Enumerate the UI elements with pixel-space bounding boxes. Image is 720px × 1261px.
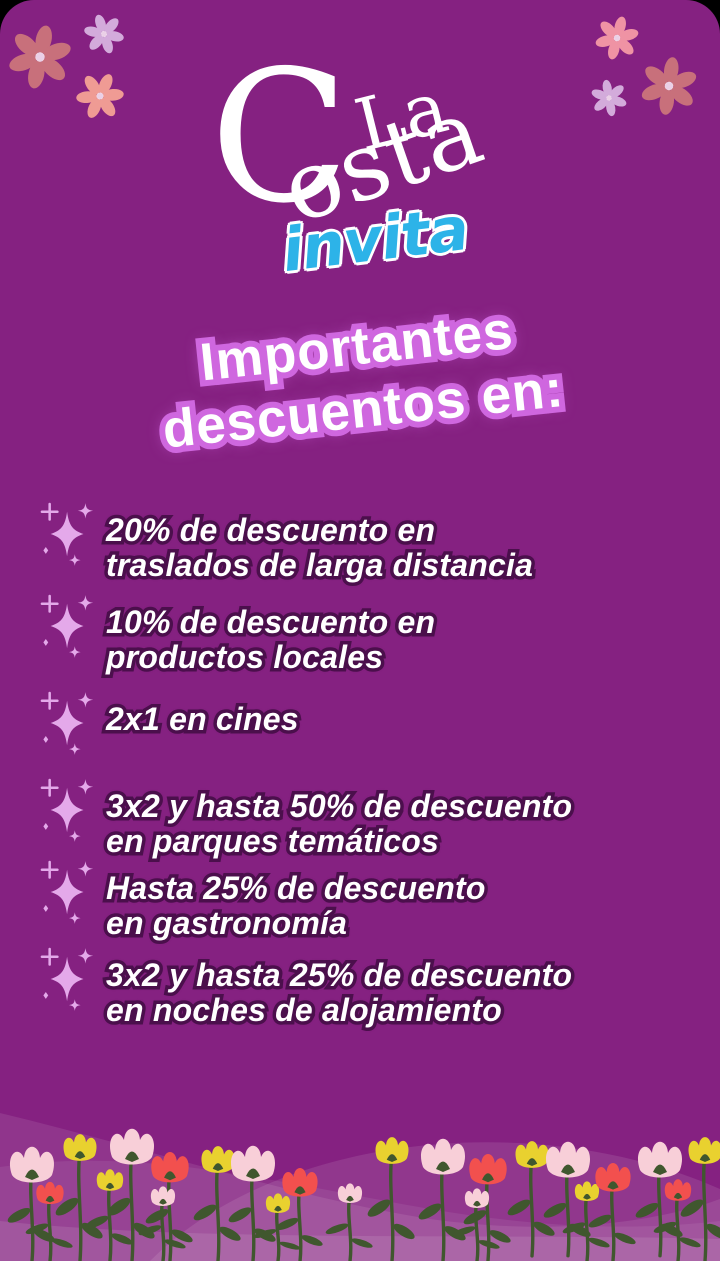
headline: Importantes descuentos en: (0, 279, 720, 479)
logo-word-la: La (347, 64, 456, 168)
discount-item: 3x2 y hasta 50% de descuento en parques … (40, 777, 690, 860)
sparkle-icon (40, 859, 95, 926)
discount-line: traslados de larga distancia (106, 548, 533, 584)
discount-line: 3x2 y hasta 25% de descuento (106, 958, 573, 994)
discount-line: 3x2 y hasta 50% de descuento (106, 789, 573, 825)
discount-line: Hasta 25% de descuento (106, 871, 486, 907)
flower-cluster-icon (587, 11, 702, 120)
discount-list: 20% de descuento en traslados de larga d… (40, 501, 690, 1029)
sparkle-icon (40, 946, 95, 1013)
discount-item: 20% de descuento en traslados de larga d… (40, 501, 690, 584)
sparkle-icon (40, 593, 95, 660)
discount-line: productos locales (106, 640, 436, 676)
sparkle-icon (40, 501, 95, 568)
discount-item: 3x2 y hasta 25% de descuento en noches d… (40, 946, 690, 1029)
discount-item: 10% de descuento en productos locales (40, 593, 690, 676)
la-costa-logo: C osta La invita (210, 46, 510, 295)
discount-line: 10% de descuento en (106, 605, 436, 641)
flower-meadow-illustration (0, 1113, 720, 1261)
discount-line: en noches de alojamiento (106, 993, 573, 1029)
discount-line: 20% de descuento en (106, 513, 533, 549)
sparkle-icon (40, 777, 95, 844)
sparkle-icon (40, 690, 95, 757)
flower-cluster-icon (2, 8, 132, 128)
discount-line: en gastronomía (106, 906, 486, 942)
discount-line: en parques temáticos (106, 824, 573, 860)
discount-line: 2x1 en cines (106, 702, 299, 738)
discount-item: 2x1 en cines (40, 690, 690, 758)
discount-item: Hasta 25% de descuento en gastronomía (40, 859, 690, 942)
logo-letter-c: C (210, 31, 350, 243)
